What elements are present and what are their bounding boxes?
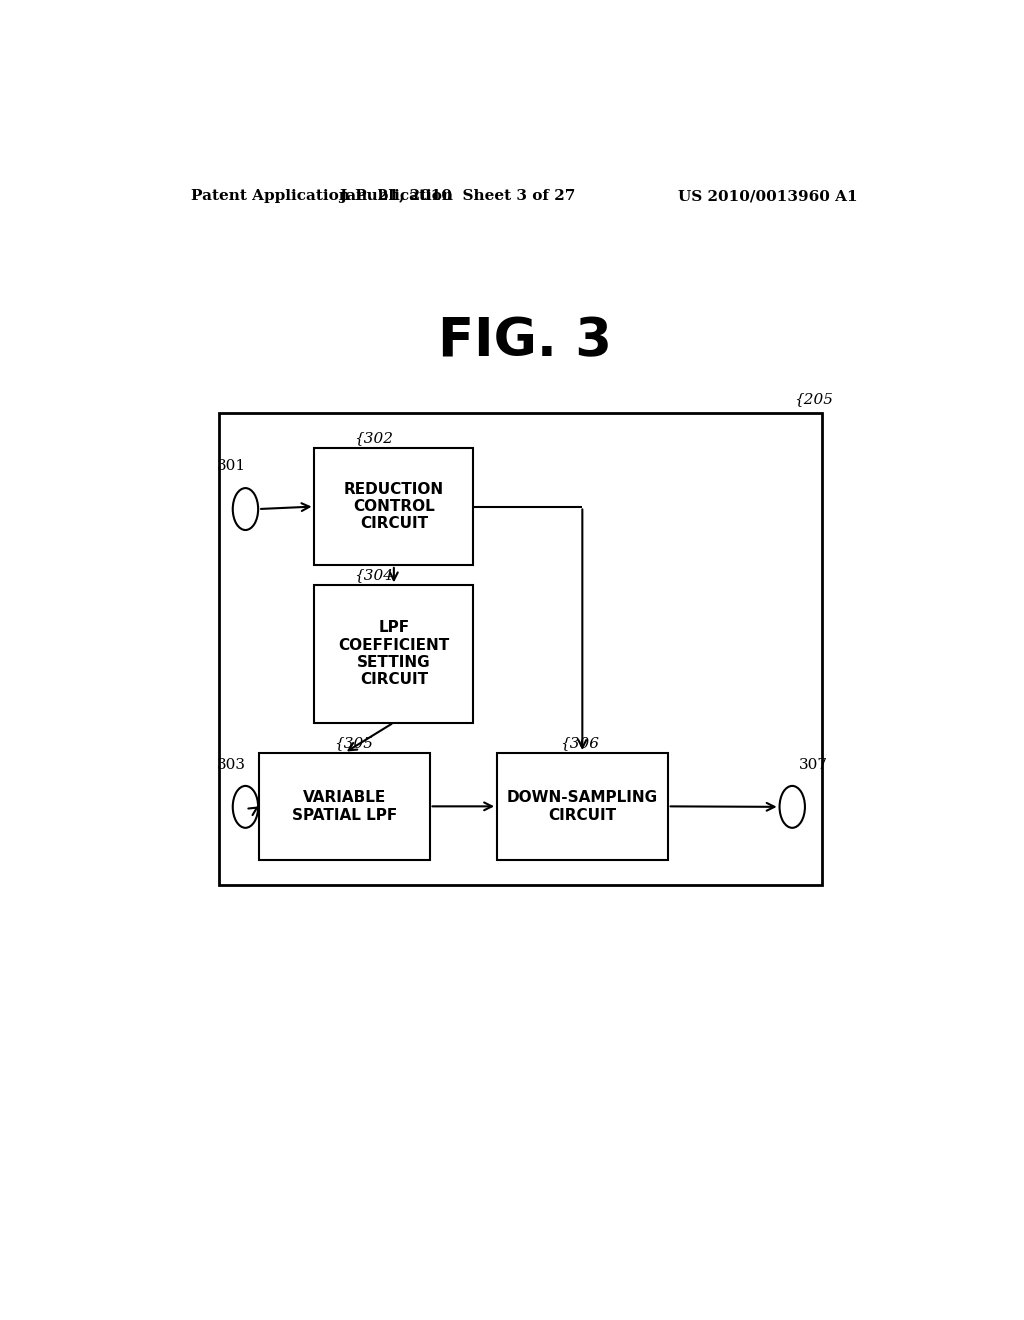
Text: Jan. 21, 2010  Sheet 3 of 27: Jan. 21, 2010 Sheet 3 of 27 xyxy=(339,189,575,203)
Ellipse shape xyxy=(232,785,258,828)
Text: DOWN-SAMPLING
CIRCUIT: DOWN-SAMPLING CIRCUIT xyxy=(507,791,657,822)
Text: LPF
COEFFICIENT
SETTING
CIRCUIT: LPF COEFFICIENT SETTING CIRCUIT xyxy=(338,620,450,688)
Bar xyxy=(219,413,822,886)
Text: 307: 307 xyxy=(799,758,827,772)
Bar xyxy=(259,752,430,859)
Text: {205: {205 xyxy=(795,392,834,407)
Text: {304: {304 xyxy=(354,568,393,582)
Ellipse shape xyxy=(232,488,258,531)
Text: REDUCTION
CONTROL
CIRCUIT: REDUCTION CONTROL CIRCUIT xyxy=(344,482,444,532)
Text: {305: {305 xyxy=(334,737,374,750)
Text: 301: 301 xyxy=(217,459,246,474)
Ellipse shape xyxy=(779,785,805,828)
Bar xyxy=(314,585,473,722)
Text: FIG. 3: FIG. 3 xyxy=(438,315,611,367)
Text: VARIABLE
SPATIAL LPF: VARIABLE SPATIAL LPF xyxy=(292,791,397,822)
Text: US 2010/0013960 A1: US 2010/0013960 A1 xyxy=(679,189,858,203)
Text: Patent Application Publication: Patent Application Publication xyxy=(191,189,454,203)
Bar xyxy=(314,447,473,565)
Text: {302: {302 xyxy=(354,432,393,445)
Text: {306: {306 xyxy=(560,737,599,750)
Text: 303: 303 xyxy=(217,758,246,772)
Bar xyxy=(497,752,668,859)
